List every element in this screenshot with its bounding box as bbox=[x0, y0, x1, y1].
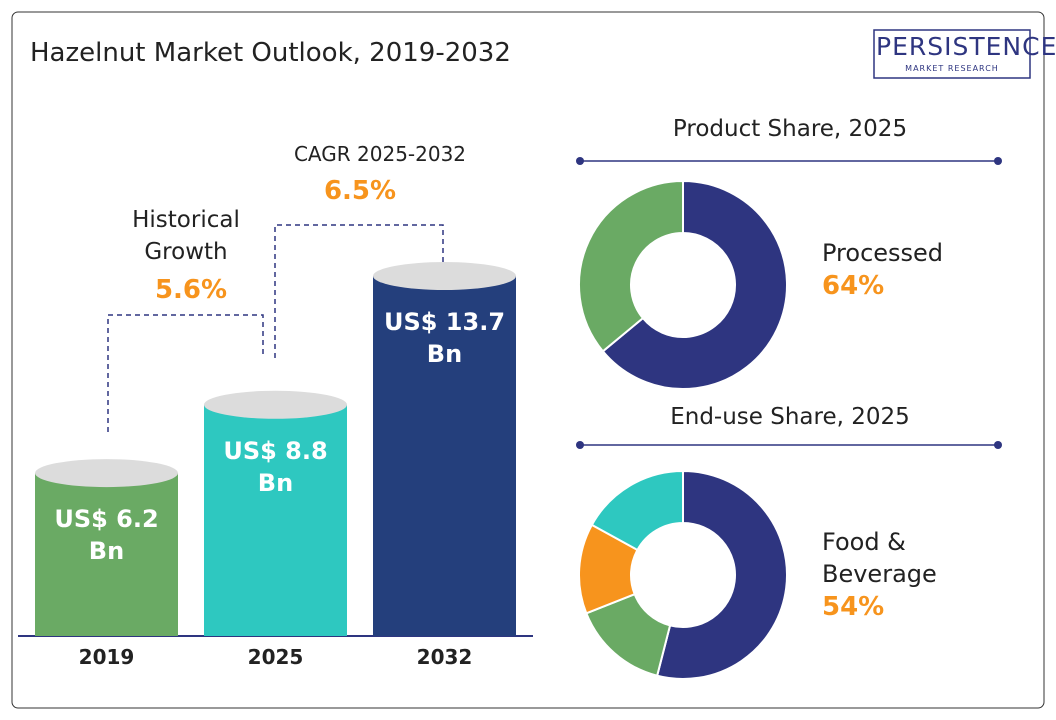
pie-slice bbox=[601, 179, 788, 390]
annotation-value: 6.5% bbox=[323, 176, 397, 206]
value-label: US$ 8.8 Bn bbox=[223, 436, 328, 497]
logo-box bbox=[873, 29, 1031, 79]
slice-label: Food & Beverage bbox=[822, 528, 937, 588]
x-tick-label: 2025 bbox=[247, 645, 304, 669]
connector bbox=[274, 224, 444, 358]
annotation-value: 5.6% bbox=[154, 275, 228, 305]
bar-cap bbox=[204, 390, 347, 419]
logo-name: PERSISTENCE bbox=[876, 32, 1056, 61]
value-label: US$ 6.2 Bn bbox=[54, 505, 159, 566]
chart-title: Product Share, 2025 bbox=[672, 116, 908, 142]
value-label: US$ 13.7 Bn bbox=[383, 308, 506, 368]
bar bbox=[35, 473, 178, 636]
rule-dot bbox=[994, 441, 1002, 449]
rule-dot bbox=[576, 157, 584, 165]
bar bbox=[204, 404, 347, 636]
slice-value: 54% bbox=[822, 592, 885, 622]
rule-dot bbox=[994, 157, 1002, 165]
rule-dot bbox=[576, 441, 584, 449]
logo-tagline: MARKET RESEARCH bbox=[905, 64, 999, 73]
bar-cap bbox=[35, 459, 178, 488]
pie-slice bbox=[578, 179, 684, 353]
bar-cap bbox=[373, 262, 516, 290]
chart-title: End-use Share, 2025 bbox=[670, 404, 910, 430]
pie-slice bbox=[590, 469, 684, 552]
slice-value: 64% bbox=[822, 271, 885, 301]
annotation-label: CAGR 2025-2032 bbox=[293, 142, 467, 166]
connector bbox=[107, 314, 264, 432]
annotation-label: Historical Growth bbox=[132, 207, 240, 265]
x-tick-label: 2019 bbox=[78, 645, 135, 669]
bar bbox=[373, 276, 516, 636]
x-tick-label: 2032 bbox=[416, 645, 473, 669]
pie-slice bbox=[655, 469, 788, 680]
slice-label: Processed bbox=[822, 239, 944, 267]
title: Hazelnut Market Outlook, 2019-2032 bbox=[30, 38, 511, 68]
